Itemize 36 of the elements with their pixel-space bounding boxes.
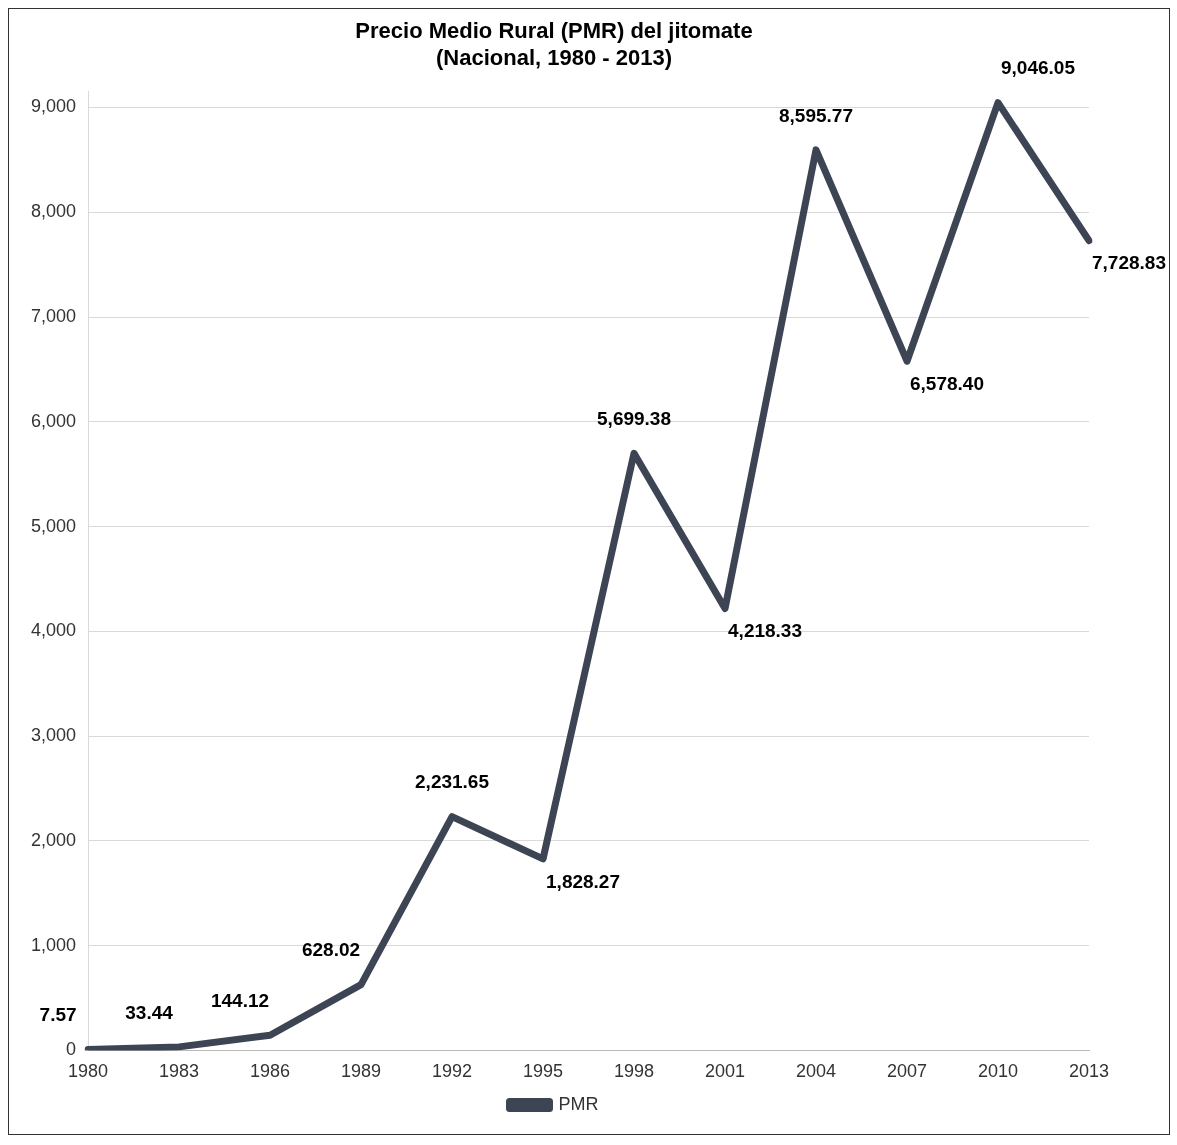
x-tick-label: 2004	[795, 1061, 837, 1082]
text: 6,578.40	[910, 372, 984, 394]
y-tick-label: 8,000	[31, 201, 77, 222]
x-tick-label: 2010	[977, 1061, 1019, 1082]
text: 4,218.33	[728, 620, 802, 642]
text: 2,231.65	[415, 771, 490, 793]
y-tick-label: 6,000	[31, 410, 77, 431]
y-tick-label: 3,000	[31, 725, 77, 746]
y-tick-label: 7,000	[31, 306, 77, 327]
x-tick-label: 1992	[432, 1061, 473, 1082]
x-tick-label: 1983	[159, 1061, 200, 1082]
x-tick-label: 2001	[704, 1061, 746, 1082]
y-tick-label: 4,000	[31, 620, 77, 641]
text: 9,046.05	[1001, 57, 1075, 79]
text: 144.12	[210, 990, 270, 1012]
y-tick-label: 9,000	[31, 96, 77, 117]
x-tick-label: 1980	[68, 1061, 109, 1082]
y-tick-label: 1,000	[31, 934, 77, 955]
text: 8,595.77	[779, 104, 853, 126]
text: 5,699.38	[597, 408, 671, 430]
text: 628.02	[301, 939, 361, 961]
x-tick-label: 1989	[341, 1061, 382, 1082]
legend-label: PMR	[558, 1093, 599, 1114]
x-tick-label: 1998	[614, 1061, 655, 1082]
text: 1,828.27	[546, 870, 621, 892]
x-tick-label: 2007	[886, 1061, 928, 1082]
text: 7.57	[39, 1004, 77, 1026]
y-tick-label: 0	[66, 1039, 77, 1060]
text: 7,728.83	[1092, 252, 1166, 274]
y-tick-label: 5,000	[31, 515, 77, 536]
chart-title: Precio Medio Rural (PMR) del jitomate (Nacional, 1980 - 2013)	[355, 18, 753, 70]
y-tick-label: 2,000	[31, 829, 77, 850]
x-tick-label: 1986	[250, 1061, 291, 1082]
x-tick-label: 1995	[523, 1061, 564, 1082]
text: 33.44	[125, 1001, 173, 1023]
x-tick-label: 2013	[1068, 1061, 1110, 1082]
